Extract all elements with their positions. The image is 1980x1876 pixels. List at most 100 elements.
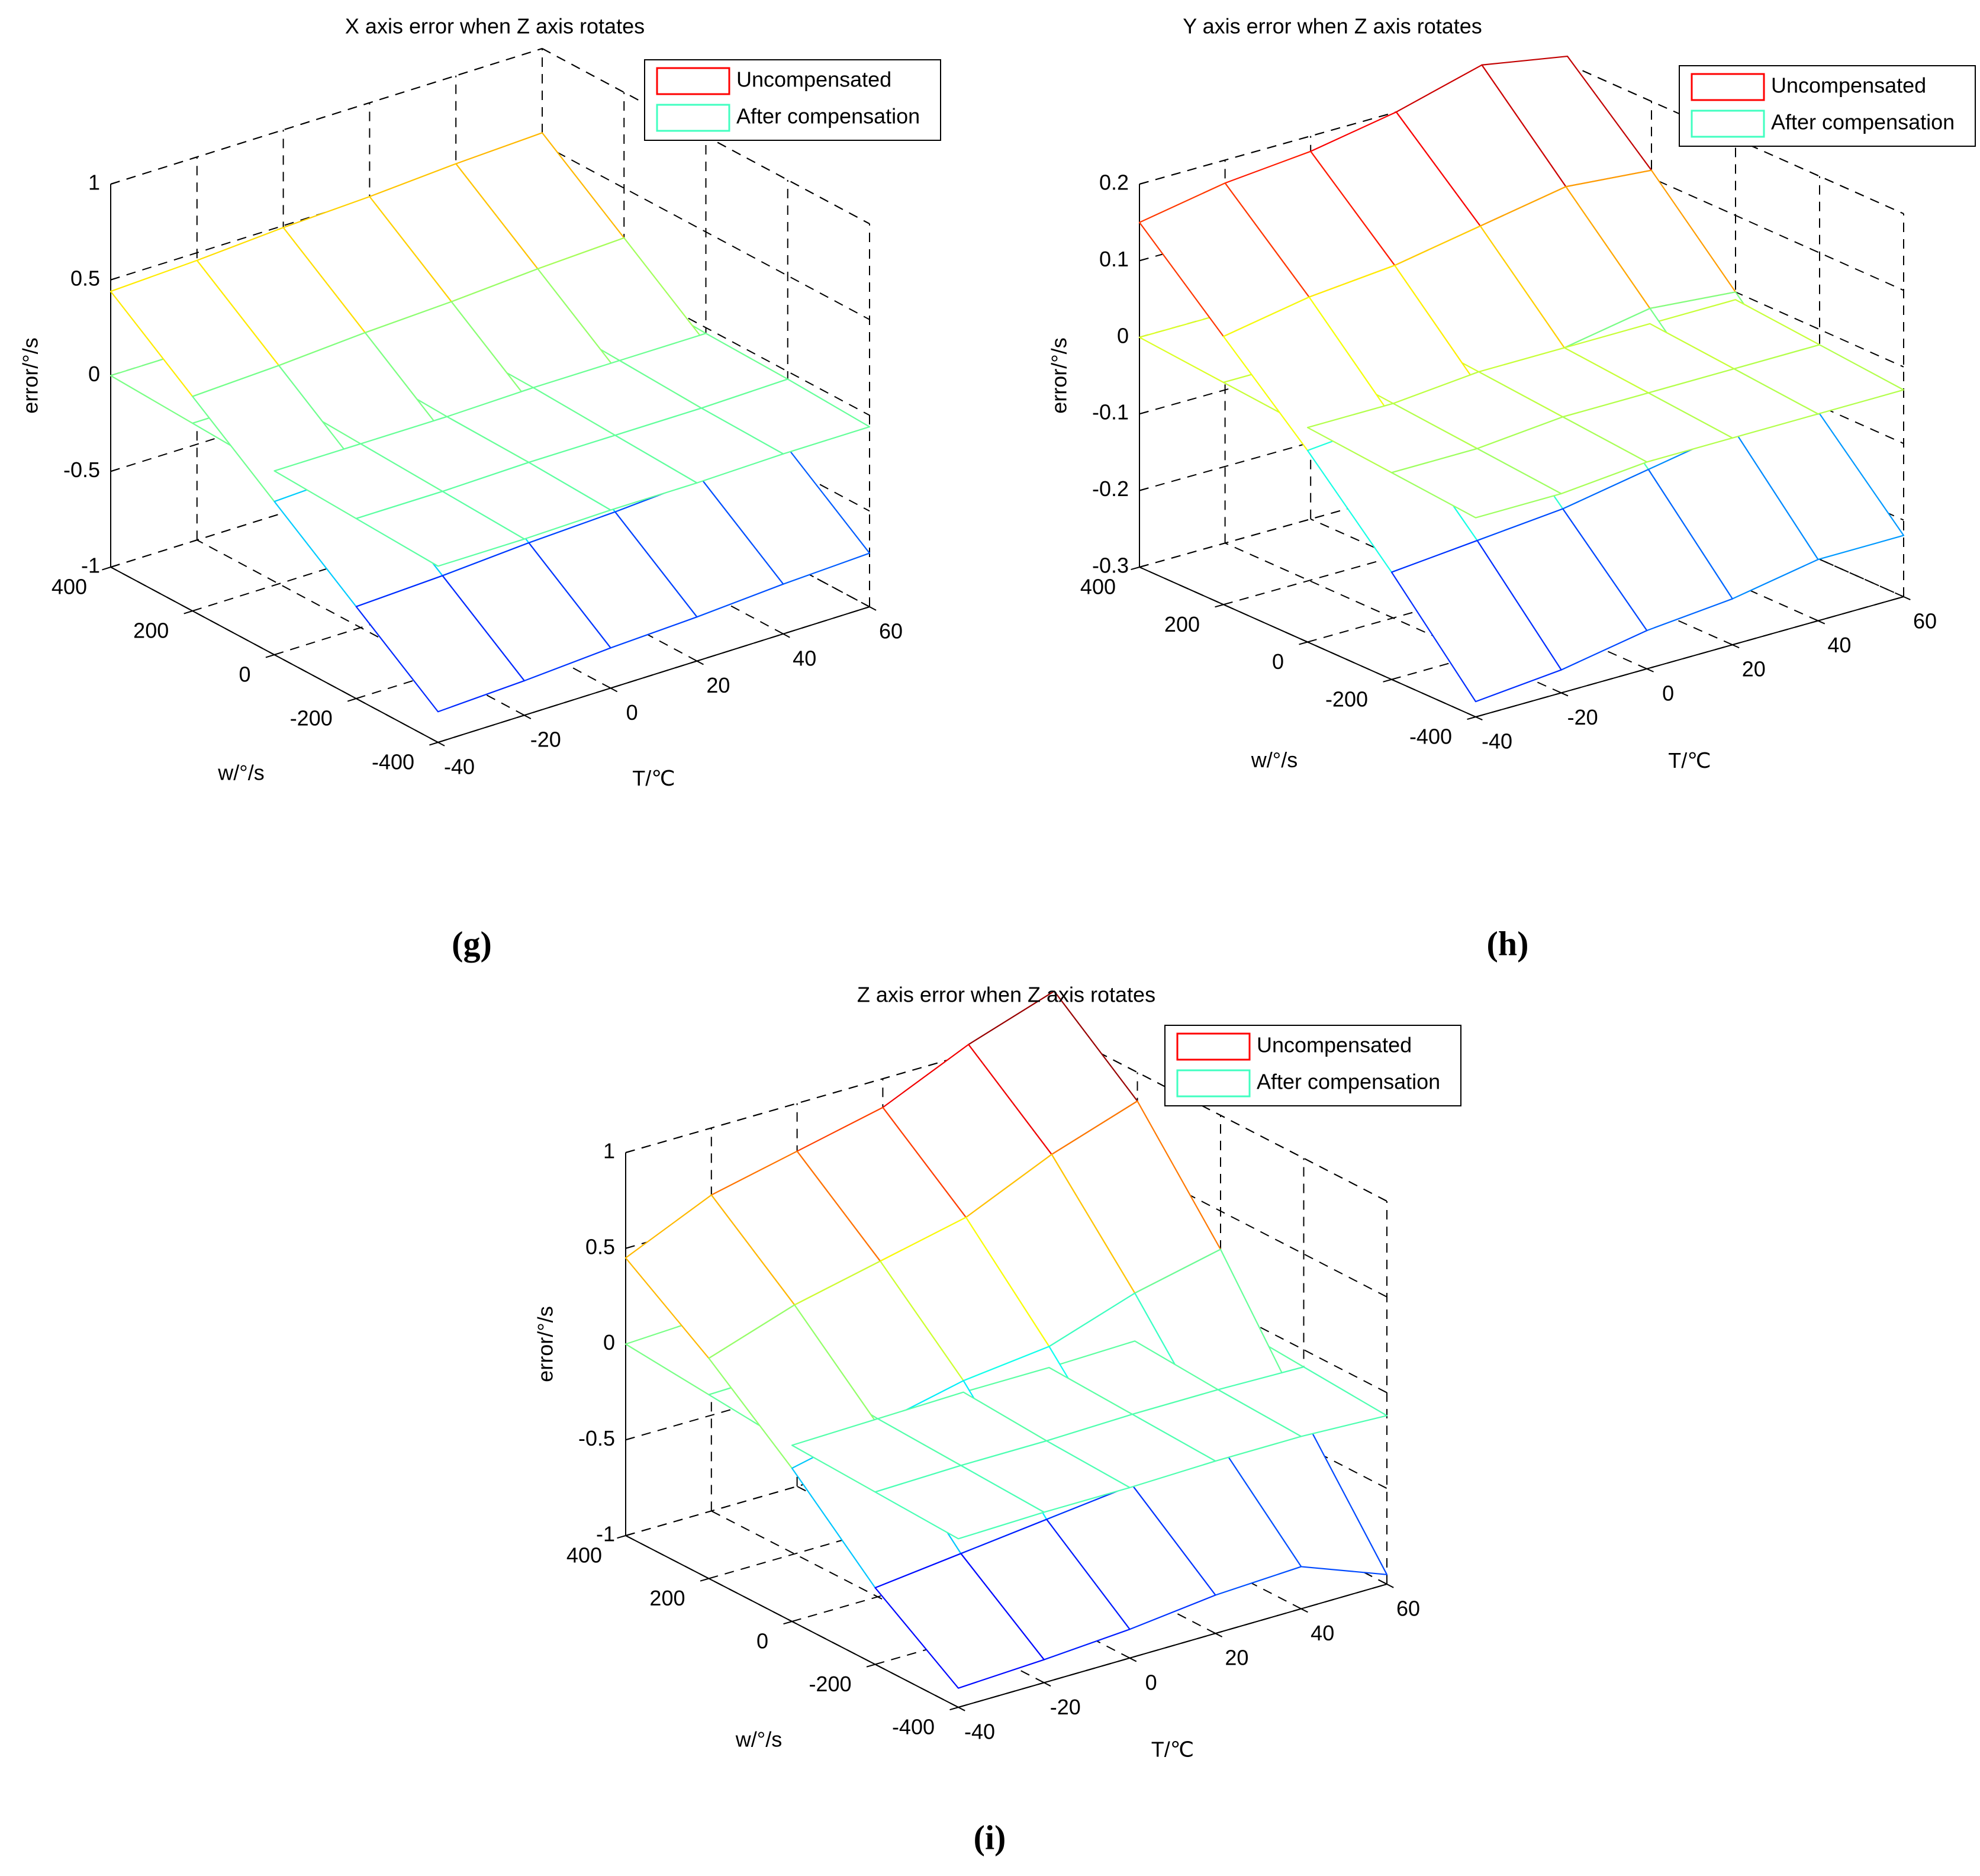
- tick-mark: [617, 1535, 626, 1539]
- legend: Uncompensated After compensation: [1164, 1025, 1461, 1106]
- y-tick-label: -200: [1325, 687, 1368, 711]
- x-tick-label: -20: [530, 728, 561, 752]
- tick-mark: [110, 564, 120, 568]
- legend-swatch: [1691, 110, 1765, 138]
- tick-mark: [1300, 1608, 1308, 1613]
- tick-mark: [1139, 181, 1148, 185]
- tick-mark: [625, 1532, 635, 1536]
- tick-mark: [1215, 1633, 1223, 1637]
- panel-label: (g): [452, 924, 492, 963]
- grid-line: [110, 48, 543, 185]
- tick-mark: [866, 1663, 875, 1668]
- legend-label: Uncompensated: [736, 67, 891, 92]
- z-tick-label: 0.2: [1099, 170, 1129, 195]
- grid-line: [1054, 1124, 1387, 1298]
- tick-mark: [1139, 564, 1148, 568]
- tick-mark: [1139, 258, 1148, 262]
- tick-mark: [1646, 668, 1654, 672]
- tick-mark: [1475, 716, 1483, 720]
- z-tick-label: 0.1: [1099, 247, 1129, 271]
- tick-mark: [783, 1621, 793, 1625]
- z-tick-label: -0.1: [1092, 400, 1129, 424]
- y-tick-label: 0: [1272, 649, 1284, 674]
- tick-mark: [1903, 596, 1911, 600]
- tick-mark: [1129, 1657, 1137, 1662]
- tick-mark: [1131, 567, 1140, 571]
- tick-mark: [437, 742, 445, 746]
- tick-mark: [958, 1707, 965, 1711]
- mesh-cell: [355, 575, 525, 713]
- legend-swatch: [1691, 73, 1765, 101]
- x-tick-label: 40: [1827, 633, 1851, 657]
- chart-title: X axis error when Z axis rotates: [345, 14, 645, 38]
- tick-mark: [429, 742, 439, 746]
- z-tick-label: 1: [88, 170, 100, 195]
- tick-mark: [625, 1245, 635, 1249]
- x-tick-label: 0: [626, 700, 638, 725]
- panel-label: (h): [1487, 924, 1529, 963]
- z-tick-label: 0: [1117, 323, 1129, 347]
- tick-mark: [625, 1149, 635, 1153]
- grid-line: [110, 335, 543, 472]
- legend-swatch: [656, 104, 730, 132]
- legend-swatch: [656, 67, 730, 95]
- z-tick-label: 0.5: [585, 1234, 615, 1259]
- mesh-cell: [1390, 448, 1562, 519]
- z-tick-label: 0.5: [70, 266, 100, 290]
- chart: -40-200204060-400-2000200400-1-0.500.51T…: [533, 983, 1461, 1856]
- tick-mark: [1215, 604, 1224, 608]
- legend-label: After compensation: [1771, 110, 1955, 134]
- tick-mark: [869, 606, 877, 611]
- x-tick-label: -40: [1482, 729, 1512, 754]
- y-tick-label: 0: [239, 662, 250, 687]
- x-axis-label: T/℃: [1668, 748, 1711, 773]
- x-tick-label: 40: [793, 646, 816, 670]
- grid-line: [1567, 140, 1904, 291]
- z-tick-label: -0.5: [63, 458, 100, 482]
- mesh-cell: [1390, 539, 1562, 703]
- y-tick-label: 0: [756, 1629, 768, 1653]
- x-tick-label: -40: [964, 1720, 995, 1744]
- tick-mark: [102, 567, 111, 571]
- z-tick-label: 1: [603, 1139, 615, 1163]
- tick-mark: [610, 687, 618, 693]
- panel-label: (i): [974, 1818, 1006, 1856]
- x-tick-label: 20: [1225, 1646, 1248, 1670]
- x-axis-label: T/℃: [632, 766, 675, 790]
- tick-mark: [1044, 1682, 1051, 1687]
- x-tick-label: 0: [1662, 681, 1674, 705]
- x-axis: [958, 1584, 1387, 1708]
- tick-mark: [696, 660, 704, 665]
- mesh-cell: [355, 491, 525, 567]
- mesh-cell: [874, 1553, 1045, 1689]
- grid-line: [192, 475, 624, 612]
- z-tick-label: -0.2: [1092, 477, 1129, 501]
- grid-line: [1054, 1029, 1387, 1202]
- tick-mark: [265, 654, 275, 658]
- y-tick-label: -400: [1409, 725, 1452, 749]
- tick-mark: [1139, 411, 1148, 415]
- x-tick-label: 40: [1311, 1621, 1334, 1645]
- tick-mark: [1467, 716, 1476, 720]
- chart-title: Y axis error when Z axis rotates: [1183, 14, 1482, 38]
- z-axis-label: error/°/s: [18, 337, 43, 413]
- x-axis-label: T/℃: [1151, 1737, 1194, 1762]
- x-tick-label: 0: [1145, 1670, 1157, 1694]
- z-tick-label: -0.3: [1092, 554, 1129, 578]
- tick-mark: [1817, 620, 1826, 625]
- y-tick-label: 200: [1164, 612, 1200, 636]
- grid-line: [542, 239, 870, 416]
- z-tick-label: -1: [596, 1522, 615, 1546]
- y-axis-label: w/°/s: [217, 761, 264, 785]
- legend: Uncompensated After compensation: [1679, 65, 1976, 147]
- grid-line: [274, 519, 706, 655]
- z-axis-label: error/°/s: [533, 1306, 558, 1382]
- tick-mark: [110, 276, 120, 281]
- x-tick-label: 20: [706, 673, 730, 697]
- tick-mark: [110, 181, 120, 185]
- y-axis: [1139, 567, 1476, 717]
- tick-mark: [1139, 487, 1148, 491]
- legend-label: Uncompensated: [1771, 73, 1926, 98]
- tick-mark: [183, 610, 193, 614]
